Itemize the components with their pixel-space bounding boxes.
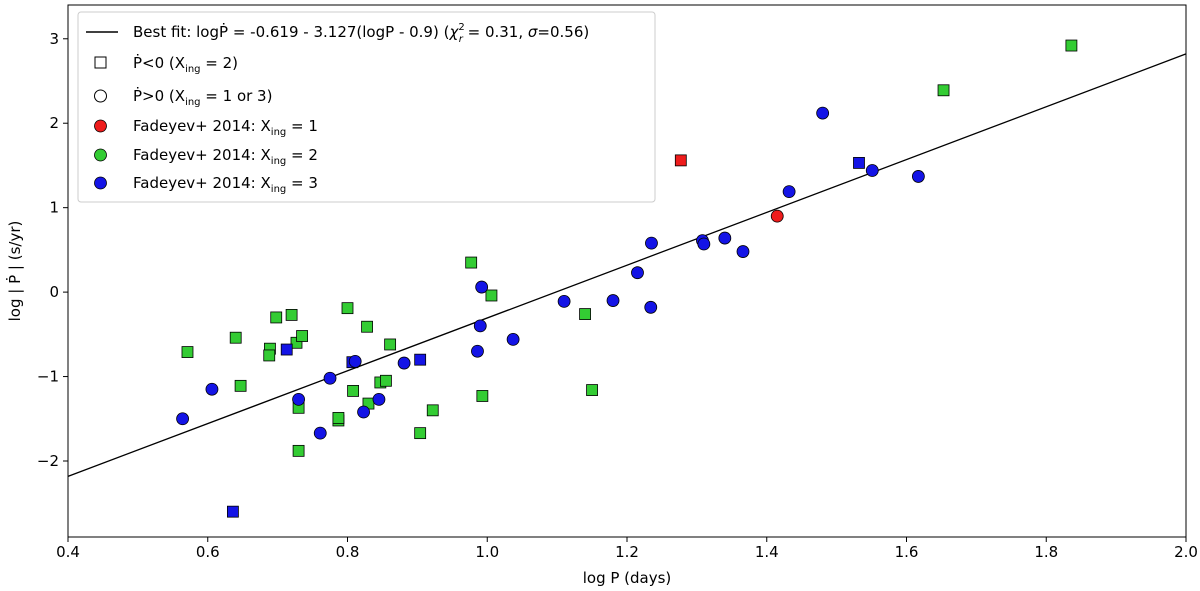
blue-circle-point xyxy=(865,164,879,177)
legend-red-marker xyxy=(94,119,107,133)
legend-green-label: Fadeyev+ 2014: Xing = 2 xyxy=(133,146,318,167)
legend-square-marker xyxy=(94,56,107,69)
legend-fit-label: Best fit: logṖ = -0.619 - 3.127(logP - 0… xyxy=(133,22,589,45)
legend-green-marker xyxy=(94,148,107,162)
blue-circle-point xyxy=(782,185,796,199)
blue-circle-point xyxy=(911,170,925,183)
blue-circle-point xyxy=(348,354,362,368)
legend: Best fit: logṖ = -0.619 - 3.127(logP - 0… xyxy=(77,11,656,203)
y-tick-label: 0 xyxy=(49,283,59,301)
green-square-point xyxy=(1065,39,1078,52)
legend-circle-label: Ṗ>0 (Xing = 1 or 3) xyxy=(133,86,272,108)
green-square-point xyxy=(361,320,373,333)
blue-circle-point xyxy=(557,294,571,308)
blue-square-point xyxy=(280,343,293,356)
blue-circle-point xyxy=(645,236,658,250)
y-axis-label: log | Ṗ | (s/yr) xyxy=(5,221,24,322)
legend-square-label: Ṗ<0 (Xing = 2) xyxy=(133,53,238,75)
blue-circle-point xyxy=(292,392,305,406)
blue-circle-point xyxy=(816,106,830,120)
x-tick-label: 1.0 xyxy=(475,543,499,561)
y-axis: −2 −1 0 1 2 3 xyxy=(37,30,68,470)
blue-circle-point xyxy=(357,405,370,419)
green-square-point xyxy=(263,349,276,362)
green-square-point xyxy=(341,302,354,315)
blue-circle-point xyxy=(313,426,327,440)
green-square-point xyxy=(332,412,345,424)
x-tick-label: 1.6 xyxy=(895,543,919,561)
plot-content xyxy=(67,39,1187,518)
x-tick-label: 1.4 xyxy=(755,543,779,561)
blue-circle-point xyxy=(506,332,520,346)
green-square-point xyxy=(465,256,478,269)
blue-square-point xyxy=(414,353,427,366)
x-axis: 0.4 0.6 0.8 1.0 1.2 1.4 1.6 1.8 2.0 xyxy=(56,537,1198,561)
legend-circle-marker xyxy=(94,89,107,103)
y-tick-label: 2 xyxy=(49,114,59,132)
y-tick-label: 3 xyxy=(49,30,59,48)
x-tick-label: 0.6 xyxy=(196,543,220,561)
green-square-point xyxy=(476,390,489,402)
blue-circle-point xyxy=(644,300,658,314)
green-square-point xyxy=(296,330,308,342)
green-square-point xyxy=(380,374,392,387)
green-square-point xyxy=(485,289,498,302)
red-square-point xyxy=(674,154,687,167)
blue-circle-point xyxy=(697,237,711,251)
blue-circle-point xyxy=(323,371,337,385)
x-tick-label: 1.2 xyxy=(615,543,639,561)
green-square-point xyxy=(270,311,283,324)
y-tick-label: −1 xyxy=(37,368,59,386)
legend-blue-marker xyxy=(94,176,107,190)
blue-circle-point xyxy=(397,356,411,370)
green-square-point xyxy=(229,331,242,344)
blue-circle-point xyxy=(176,412,189,426)
blue-circle-point xyxy=(631,266,644,280)
green-square-point xyxy=(285,309,298,321)
green-square-point xyxy=(292,444,305,457)
green-square-point xyxy=(579,308,591,320)
blue-circle-point xyxy=(372,392,386,406)
x-tick-label: 0.8 xyxy=(336,543,360,561)
legend-frame xyxy=(77,11,656,203)
green-square-point xyxy=(181,346,194,358)
x-axis-label: log P (days) xyxy=(583,569,672,587)
blue-circle-point xyxy=(205,382,219,396)
blue-circle-point xyxy=(736,245,750,258)
y-tick-label: −2 xyxy=(37,452,59,470)
x-tick-label: 1.8 xyxy=(1034,543,1058,561)
blue-circle-point xyxy=(475,280,489,294)
legend-red-label: Fadeyev+ 2014: Xing = 1 xyxy=(133,117,318,138)
blue-square-point xyxy=(853,157,865,169)
x-tick-label: 2.0 xyxy=(1174,543,1198,561)
best-fit-line xyxy=(67,53,1187,478)
green-square-point xyxy=(586,384,598,396)
blue-circle-point xyxy=(471,344,484,358)
y-tick-label: 1 xyxy=(49,199,59,217)
green-square-point xyxy=(414,427,427,440)
green-square-point xyxy=(234,379,247,392)
green-square-point xyxy=(384,338,397,351)
blue-square-point xyxy=(227,505,239,518)
green-square-point xyxy=(426,404,439,417)
blue-circle-point xyxy=(606,294,620,307)
legend-blue-label: Fadeyev+ 2014: Xing = 3 xyxy=(133,174,318,195)
green-square-point xyxy=(347,385,359,397)
x-tick-label: 0.4 xyxy=(56,543,80,561)
blue-circle-point xyxy=(718,231,732,245)
blue-circle-point xyxy=(473,319,487,333)
green-square-point xyxy=(937,84,950,97)
red-circle-point xyxy=(770,209,784,223)
